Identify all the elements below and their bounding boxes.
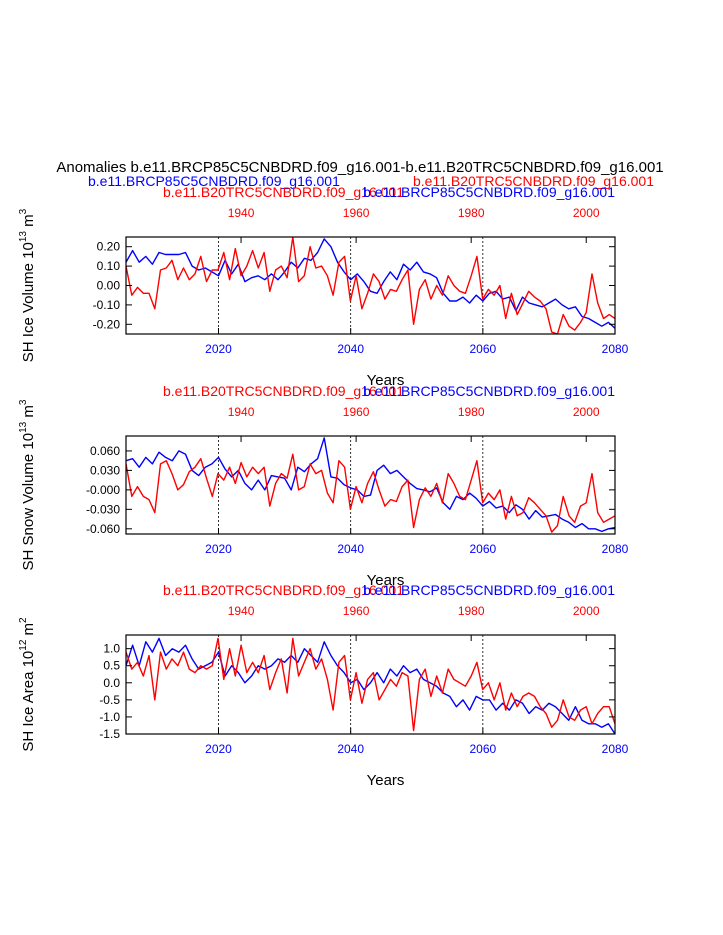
series-line-red <box>126 237 615 334</box>
y-axis-title-unit-exponent: 3 <box>18 208 29 214</box>
y-axis-title-exponent: 13 <box>18 421 29 433</box>
y-tick-label: 0.00 <box>97 279 121 293</box>
series-line-blue <box>126 637 615 734</box>
series-line-red <box>126 453 615 533</box>
x-tick-label-top: 1940 <box>228 405 255 419</box>
x-tick-label: 2040 <box>337 742 364 756</box>
x-axis-title: Years <box>367 772 405 789</box>
x-tick-label: 2020 <box>205 742 232 756</box>
panel-subtitle-right: b.e11.BRCP85C5CNBDRD.f09_g16.001 <box>363 383 615 399</box>
main-title: Anomalies b.e11.BRCP85C5CNBDRD.f09_g16.0… <box>56 159 663 176</box>
x-tick-label-top: 1980 <box>458 405 485 419</box>
x-tick-label-top: 1960 <box>343 604 370 618</box>
x-axis-title: Years <box>367 372 405 389</box>
y-tick-label: 0.0 <box>103 676 120 690</box>
x-tick-label: 2060 <box>469 342 496 356</box>
x-tick-label: 2060 <box>469 542 496 556</box>
y-tick-label: 0.030 <box>90 463 120 477</box>
x-tick-label-top: 1980 <box>458 206 485 220</box>
panel-subtitle-right: b.e11.BRCP85C5CNBDRD.f09_g16.001 <box>363 184 615 200</box>
series-line-blue <box>126 238 615 329</box>
x-tick-label-top: 1980 <box>458 604 485 618</box>
x-tick-label: 2020 <box>205 342 232 356</box>
y-axis-title: SH Snow Volume 1013 m3 <box>18 399 37 570</box>
x-tick-label-top: 2000 <box>573 405 600 419</box>
y-tick-label: -0.10 <box>93 298 121 312</box>
y-tick-label: -0.030 <box>86 502 120 516</box>
x-tick-label-top: 1960 <box>343 405 370 419</box>
x-tick-label: 2040 <box>337 342 364 356</box>
panel-subtitle-left: b.e11.B20TRC5CNBDRD.f09_g16.001 <box>163 383 404 399</box>
y-axis-title-text: SH Snow Volume 10 <box>20 433 37 571</box>
y-axis-title-text: SH Ice Area 10 <box>20 651 37 752</box>
x-tick-label: 2080 <box>602 742 629 756</box>
y-tick-label: 0.060 <box>90 444 120 458</box>
y-tick-label: 0.5 <box>103 659 120 673</box>
header-right-title: b.e11.B20TRC5CNBDRD.f09_g16.001 <box>413 173 654 189</box>
header-left-title: b.e11.BRCP85C5CNBDRD.f09_g16.001 <box>88 173 340 189</box>
x-tick-label: 2020 <box>205 542 232 556</box>
y-tick-label: -0.000 <box>86 483 120 497</box>
y-tick-label: -0.060 <box>86 522 120 536</box>
x-tick-label: 2040 <box>337 542 364 556</box>
x-tick-label: 2080 <box>602 542 629 556</box>
y-tick-label: 0.20 <box>97 240 121 254</box>
panel-subtitle-left: b.e11.B20TRC5CNBDRD.f09_g16.001 <box>163 184 404 200</box>
panel-subtitle-right: b.e11.BRCP85C5CNBDRD.f09_g16.001 <box>363 582 615 598</box>
y-axis-title-unit: m <box>20 623 37 640</box>
x-tick-label: 2060 <box>469 742 496 756</box>
x-tick-label-top: 1960 <box>343 206 370 220</box>
y-tick-label: -1.5 <box>99 727 120 741</box>
y-axis-title-unit: m <box>20 214 37 231</box>
y-axis-title-text: SH Ice Volume 10 <box>20 242 37 362</box>
x-tick-label-top: 1940 <box>228 604 255 618</box>
panel-ice-volume: b.e11.B20TRC5CNBDRD.f09_g16.001b.e11.BRC… <box>18 184 629 389</box>
panel-subtitle-left: b.e11.B20TRC5CNBDRD.f09_g16.001 <box>163 582 404 598</box>
x-tick-label-top: 2000 <box>573 206 600 220</box>
y-axis-title: SH Ice Volume 1013 m3 <box>18 208 37 362</box>
y-tick-label: 1.0 <box>103 642 120 656</box>
series-line-blue <box>126 437 615 533</box>
y-tick-label: -0.5 <box>99 693 120 707</box>
y-tick-label: -1.0 <box>99 710 120 724</box>
y-tick-label: -0.20 <box>93 317 121 331</box>
y-axis-title-exponent: 13 <box>18 231 29 243</box>
panel-ice-area: b.e11.B20TRC5CNBDRD.f09_g16.001b.e11.BRC… <box>18 582 629 789</box>
y-axis-title-exponent: 12 <box>18 639 29 651</box>
plot-frame <box>125 634 616 735</box>
plot-frame <box>125 435 616 535</box>
y-axis-title-unit-exponent: 3 <box>18 399 29 405</box>
x-tick-label: 2080 <box>602 342 629 356</box>
x-axis-title: Years <box>367 572 405 589</box>
panel-snow-volume: b.e11.B20TRC5CNBDRD.f09_g16.001b.e11.BRC… <box>18 383 629 589</box>
x-tick-label-top: 1940 <box>228 206 255 220</box>
x-tick-label-top: 2000 <box>573 604 600 618</box>
series-line-red <box>126 637 615 732</box>
y-axis-title-unit-exponent: 2 <box>18 617 29 623</box>
y-tick-label: 0.10 <box>97 259 121 273</box>
y-axis-title-unit: m <box>20 405 37 422</box>
y-axis-title: SH Ice Area 1012 m2 <box>18 617 37 752</box>
